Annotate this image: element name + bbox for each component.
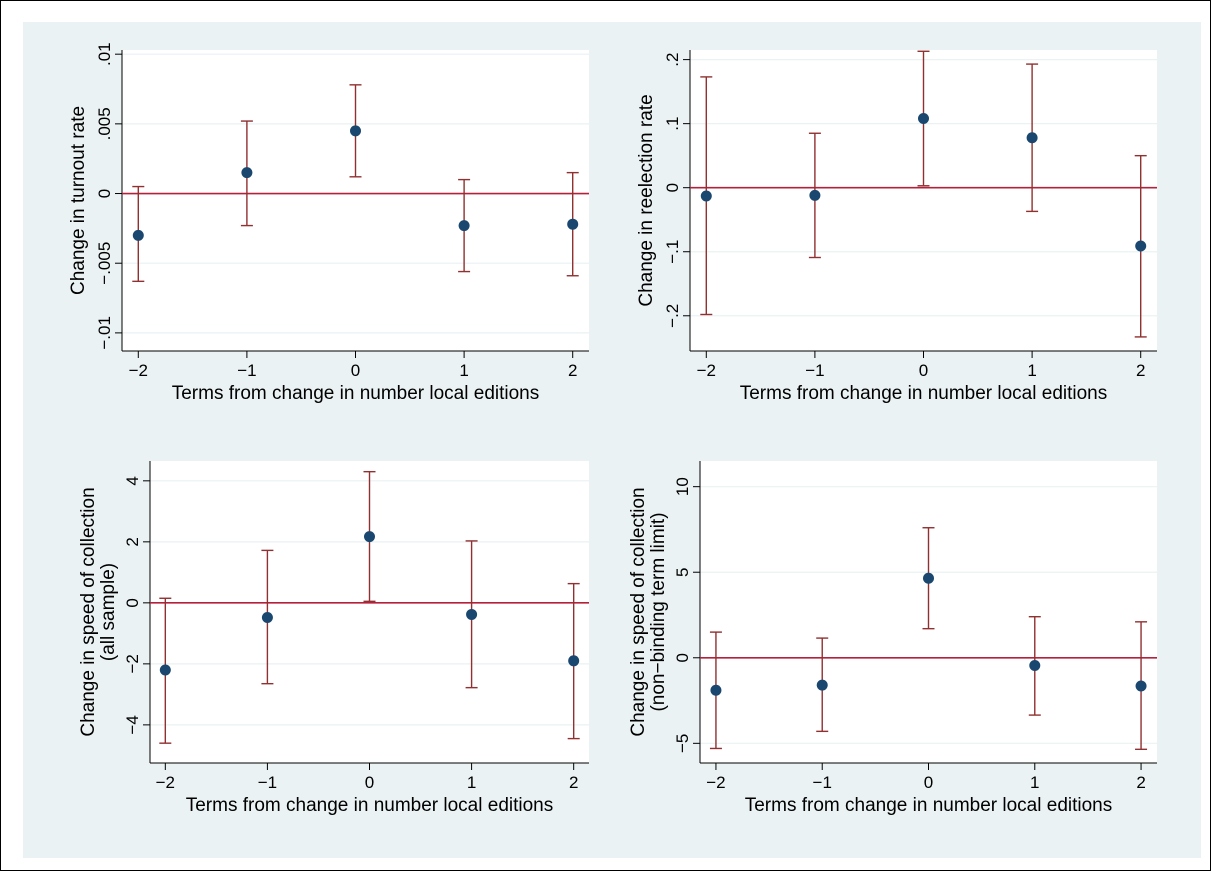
y-tick-label: 5: [673, 567, 692, 576]
x-tick-label: −2: [129, 361, 148, 380]
data-point: [1135, 680, 1147, 692]
y-axis-title: Change in speed of collection: [78, 487, 99, 736]
x-axis-title: Terms from change in number local editio…: [745, 795, 1113, 816]
data-point: [1026, 132, 1038, 144]
x-tick-label: −1: [237, 361, 256, 380]
y-tick-label: .01: [95, 42, 114, 66]
data-point: [700, 190, 712, 202]
x-tick-label: 0: [351, 361, 360, 380]
data-point: [710, 684, 722, 696]
x-tick-label: −2: [706, 773, 725, 792]
x-axis-title: Terms from change in number local editio…: [740, 383, 1108, 404]
y-tick-label: −.1: [663, 240, 682, 264]
x-tick-label: 2: [1136, 361, 1145, 380]
data-point: [809, 189, 821, 201]
y-tick-label: −.2: [663, 304, 682, 328]
data-point: [132, 229, 144, 241]
x-tick-label: 2: [1136, 773, 1145, 792]
x-tick-label: 0: [924, 773, 933, 792]
x-tick-label: 2: [568, 361, 577, 380]
y-tick-label: −2: [123, 654, 142, 673]
x-tick-label: −1: [813, 773, 832, 792]
x-tick-label: 1: [1027, 361, 1036, 380]
data-point: [816, 679, 828, 691]
data-point: [1029, 659, 1041, 671]
y-axis-title: Change in reelection rate: [636, 94, 657, 306]
y-tick-label: −.01: [95, 316, 114, 350]
x-axis-title: Terms from change in number local editio…: [172, 383, 540, 404]
y-tick-label: 0: [123, 598, 142, 607]
y-tick-label: 4: [123, 476, 142, 485]
data-point: [159, 664, 171, 676]
y-tick-label: 0: [95, 189, 114, 198]
y-tick-label: .1: [663, 117, 682, 131]
panels-group: −.01 −.005 0 .005 .01 −2 −1 0 1 2 Terms from chang…: [68, 42, 1157, 816]
data-point: [918, 113, 929, 125]
data-point: [241, 167, 253, 179]
y-tick-label: −4: [123, 715, 142, 734]
data-point: [466, 608, 478, 620]
x-tick-label: −1: [258, 773, 277, 792]
x-tick-label: 0: [365, 773, 374, 792]
y-tick-label: −.005: [95, 242, 114, 285]
x-tick-label: 1: [459, 361, 468, 380]
chart-panel-2: −.2 −.1 0 .1 .2 −2 −1 0 1 2 Terms from change in n…: [636, 50, 1157, 404]
x-tick-label: −2: [697, 361, 716, 380]
y-tick-label: −5: [673, 734, 692, 753]
y-axis-title: Change in turnout rate: [68, 106, 89, 295]
x-tick-label: 2: [569, 773, 578, 792]
x-tick-label: −2: [156, 773, 175, 792]
data-point: [364, 531, 375, 543]
y-tick-label: 0: [673, 653, 692, 662]
data-point: [568, 655, 580, 667]
y-tick-label: 10: [673, 477, 692, 496]
y-tick-label: 0: [663, 183, 682, 192]
data-point: [458, 220, 470, 232]
x-tick-label: 0: [919, 361, 928, 380]
y-axis-title: (all sample): [98, 563, 119, 661]
chart-panel-1: −.01 −.005 0 .005 .01 −2 −1 0 1 2 Terms from chang…: [68, 42, 589, 404]
y-axis-title: Change in speed of collection: [628, 487, 649, 736]
x-tick-label: −1: [805, 361, 824, 380]
data-point: [1135, 240, 1147, 252]
data-point: [350, 125, 361, 137]
y-tick-label: .005: [95, 107, 114, 140]
y-tick-label: .2: [663, 53, 682, 67]
y-tick-label: 2: [123, 537, 142, 546]
chart-panel-3: −4 −2 0 2 4 −2 −1 0 1 2 Terms from change in numbe…: [78, 461, 589, 816]
x-axis-title: Terms from change in number local editio…: [186, 795, 554, 816]
y-axis-title: (non−binding term limit): [648, 512, 669, 711]
data-point: [567, 218, 579, 230]
data-point: [261, 611, 273, 623]
x-tick-label: 1: [1030, 773, 1039, 792]
chart-panel-4: −5 0 5 10 −2 −1 0 1 2 Terms from change in number…: [628, 461, 1157, 816]
x-tick-label: 1: [467, 773, 476, 792]
data-point: [923, 572, 934, 584]
